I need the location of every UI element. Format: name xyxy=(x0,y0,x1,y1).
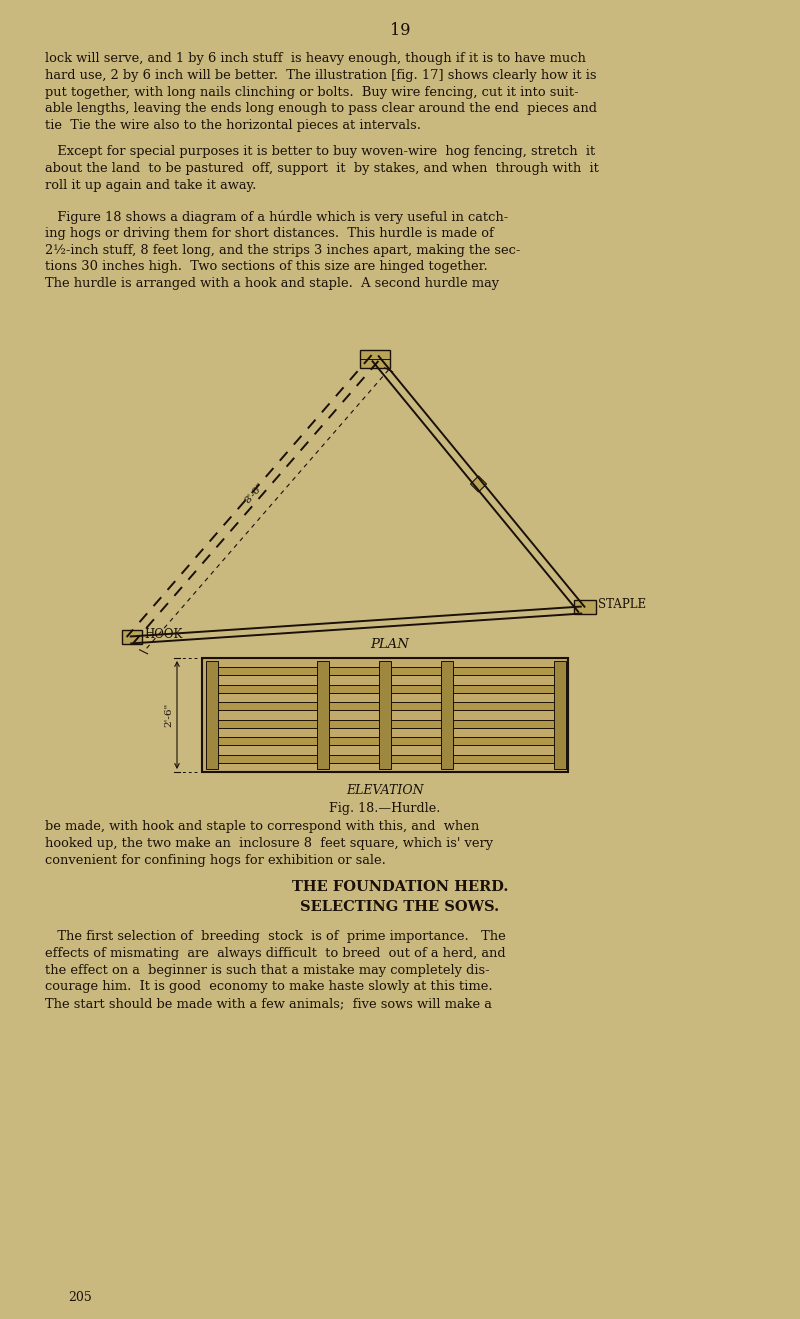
Bar xyxy=(360,350,390,368)
Text: THE FOUNDATION HERD.: THE FOUNDATION HERD. xyxy=(292,880,508,894)
Bar xyxy=(206,661,218,769)
Text: HOOK: HOOK xyxy=(144,628,182,641)
Text: 205: 205 xyxy=(68,1291,92,1304)
Text: be made, with hook and staple to correspond with this, and  when: be made, with hook and staple to corresp… xyxy=(45,820,479,834)
Bar xyxy=(442,661,454,769)
Text: about the land  to be pastured  off, support  it  by stakes, and when  through w: about the land to be pastured off, suppo… xyxy=(45,162,599,175)
Text: 2'-6": 2'-6" xyxy=(164,703,173,727)
Bar xyxy=(206,720,564,728)
Bar xyxy=(202,658,568,772)
Text: The hurdle is arranged with a hook and staple.  A second hurdle may: The hurdle is arranged with a hook and s… xyxy=(45,277,499,290)
Text: able lengths, leaving the ends long enough to pass clear around the end  pieces : able lengths, leaving the ends long enou… xyxy=(45,103,597,115)
Text: Except for special purposes it is better to buy woven-wire  hog fencing, stretch: Except for special purposes it is better… xyxy=(45,145,595,158)
Text: Figure 18 shows a diagram of a húrdle which is very useful in catch-: Figure 18 shows a diagram of a húrdle wh… xyxy=(45,210,508,223)
Bar xyxy=(206,754,564,762)
Bar xyxy=(206,737,564,745)
Text: tie  Tie the wire also to the horizontal pieces at intervals.: tie Tie the wire also to the horizontal … xyxy=(45,119,421,132)
Text: hooked up, the two make an  inclosure 8  feet square, which is' very: hooked up, the two make an inclosure 8 f… xyxy=(45,836,493,849)
Text: ing hogs or driving them for short distances.  This hurdle is made of: ing hogs or driving them for short dista… xyxy=(45,227,494,240)
Text: convenient for confining hogs for exhibition or sale.: convenient for confining hogs for exhibi… xyxy=(45,853,386,867)
Text: courage him.  It is good  economy to make haste slowly at this time.: courage him. It is good economy to make … xyxy=(45,980,493,993)
Text: SELECTING THE SOWS.: SELECTING THE SOWS. xyxy=(301,900,499,914)
Text: PLAN: PLAN xyxy=(370,638,410,652)
Text: tions 30 inches high.  Two sections of this size are hinged together.: tions 30 inches high. Two sections of th… xyxy=(45,260,488,273)
Polygon shape xyxy=(470,476,486,492)
Bar xyxy=(206,702,564,711)
Text: 8'-0": 8'-0" xyxy=(242,481,266,505)
Text: hard use, 2 by 6 inch will be better.  The illustration [fig. 17] shows clearly : hard use, 2 by 6 inch will be better. Th… xyxy=(45,69,597,82)
Text: 2½-inch stuff, 8 feet long, and the strips 3 inches apart, making the sec-: 2½-inch stuff, 8 feet long, and the stri… xyxy=(45,244,520,257)
Bar xyxy=(554,661,566,769)
Text: Fig. 18.—Hurdle.: Fig. 18.—Hurdle. xyxy=(330,802,441,815)
Text: put together, with long nails clinching or bolts.  Buy wire fencing, cut it into: put together, with long nails clinching … xyxy=(45,86,578,99)
Bar xyxy=(317,661,329,769)
Text: STAPLE: STAPLE xyxy=(598,599,646,612)
Text: effects of mismating  are  always difficult  to breed  out of a herd, and: effects of mismating are always difficul… xyxy=(45,947,506,960)
Text: 19: 19 xyxy=(390,22,410,40)
Bar xyxy=(206,685,564,692)
Bar xyxy=(574,600,596,615)
Text: the effect on a  beginner is such that a mistake may completely dis-: the effect on a beginner is such that a … xyxy=(45,964,490,976)
Text: The first selection of  breeding  stock  is of  prime importance.   The: The first selection of breeding stock is… xyxy=(45,930,506,943)
Bar xyxy=(206,667,564,675)
Text: lock will serve, and 1 by 6 inch stuff  is heavy enough, though if it is to have: lock will serve, and 1 by 6 inch stuff i… xyxy=(45,51,586,65)
Bar xyxy=(122,630,142,644)
Bar xyxy=(379,661,391,769)
Text: roll it up again and take it away.: roll it up again and take it away. xyxy=(45,178,256,191)
Text: ELEVATION: ELEVATION xyxy=(346,783,424,797)
Text: The start should be made with a few animals;  five sows will make a: The start should be made with a few anim… xyxy=(45,997,492,1010)
